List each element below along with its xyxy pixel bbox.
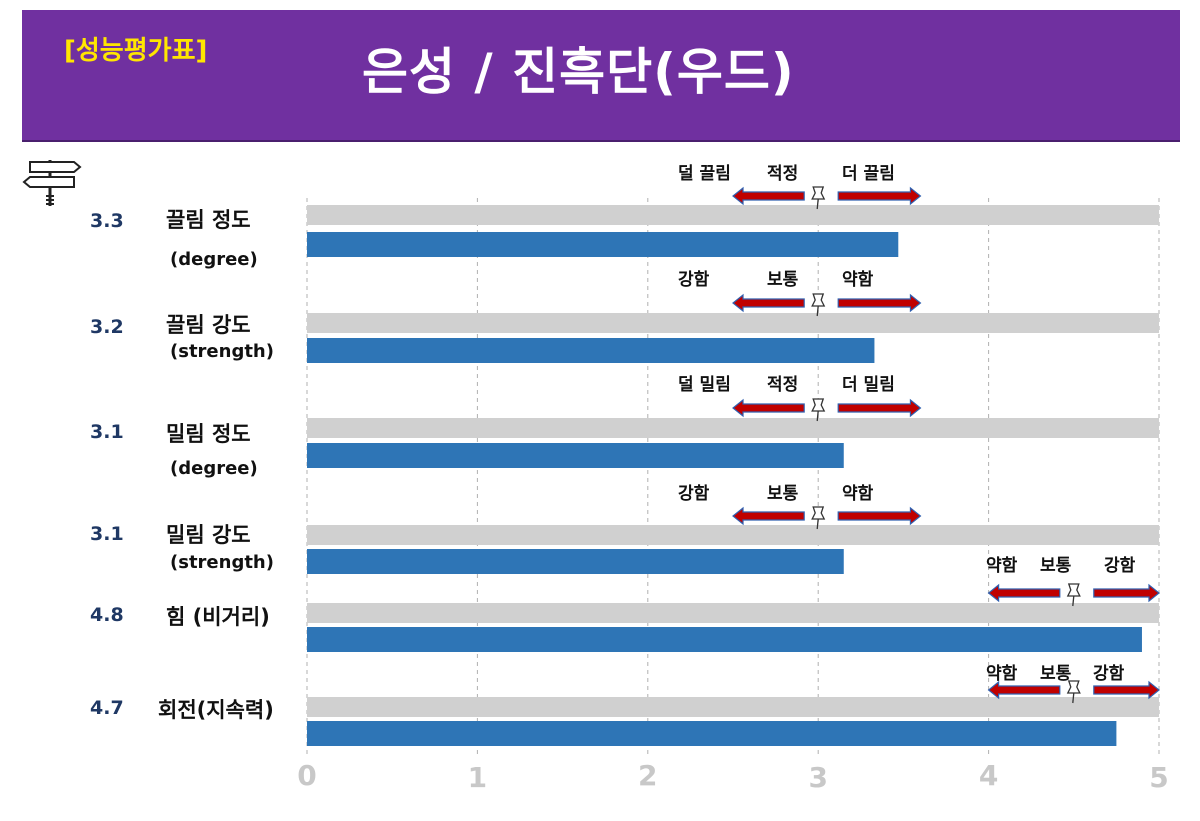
scale-arrow-right — [837, 186, 922, 206]
category-sublabel: (degree) — [170, 458, 258, 479]
value-bar — [307, 549, 844, 574]
scale-arrow-right — [1093, 680, 1160, 700]
pushpin-icon — [811, 293, 826, 317]
scale-arrow-left — [732, 293, 805, 313]
category-label: 끌림 정도 — [166, 208, 251, 232]
bar-track — [307, 205, 1159, 225]
scale-arrow-left — [987, 583, 1061, 603]
scale-mid-label: 보통 — [1040, 556, 1072, 576]
scale-left-label: 강함 — [678, 484, 710, 504]
scale-left-label: 덜 끌림 — [678, 164, 731, 184]
scale-mid-label: 적정 — [767, 164, 799, 184]
category-label: 밀림 강도 — [166, 523, 251, 547]
signpost-icon — [22, 160, 82, 206]
category-score: 3.3 — [90, 210, 124, 232]
evaluation-badge: [성능평가표] — [64, 36, 208, 66]
scale-left-label: 약함 — [986, 556, 1018, 576]
category-score: 4.8 — [90, 604, 124, 626]
category-sublabel: (degree) — [170, 249, 258, 270]
scale-arrow-right — [837, 506, 922, 526]
category-score: 3.1 — [90, 421, 124, 443]
scale-right-label: 더 밀림 — [842, 375, 895, 395]
category-label: 끌림 강도 — [166, 313, 251, 337]
x-tick-label: 1 — [468, 761, 487, 794]
scale-right-label: 강함 — [1104, 556, 1136, 576]
scale-right-label: 강함 — [1093, 664, 1125, 684]
x-tick-label: 3 — [808, 761, 827, 794]
x-tick-label: 2 — [638, 759, 657, 792]
value-bar — [307, 338, 875, 363]
scale-right-label: 약함 — [842, 270, 874, 290]
scale-mid-label: 보통 — [767, 270, 799, 290]
scale-left-label: 약함 — [986, 664, 1018, 684]
bar-track — [307, 697, 1159, 717]
category-score: 3.2 — [90, 316, 124, 338]
scale-right-label: 더 끌림 — [842, 164, 895, 184]
category-label: 힘 (비거리) — [166, 605, 270, 629]
pushpin-icon — [1066, 680, 1081, 704]
scale-arrow-right — [837, 398, 922, 418]
category-label: 회전(지속력) — [158, 698, 274, 722]
value-bar — [307, 721, 1117, 746]
category-sublabel: (strength) — [170, 552, 274, 573]
x-tick-label: 5 — [1149, 761, 1168, 794]
value-bar — [307, 627, 1142, 652]
value-bar — [307, 232, 899, 257]
header-banner: [성능평가표] 은성 / 진흑단(우드) — [22, 10, 1180, 142]
value-bar — [307, 443, 844, 468]
scale-arrow-right — [837, 293, 922, 313]
bar-track — [307, 313, 1159, 333]
bar-track — [307, 603, 1159, 623]
scale-mid-label: 보통 — [1040, 664, 1072, 684]
scale-arrow-left — [732, 506, 805, 526]
scale-arrow-left — [732, 186, 805, 206]
pushpin-icon — [811, 506, 826, 530]
scale-arrow-right — [1093, 583, 1160, 603]
pushpin-icon — [811, 186, 826, 210]
scale-mid-label: 보통 — [767, 484, 799, 504]
scale-arrow-left — [732, 398, 805, 418]
scale-left-label: 강함 — [678, 270, 710, 290]
scale-right-label: 약함 — [842, 484, 874, 504]
category-score: 3.1 — [90, 523, 124, 545]
x-tick-label: 0 — [297, 759, 316, 792]
category-label: 밀림 정도 — [166, 422, 251, 446]
scale-mid-label: 적정 — [767, 375, 799, 395]
pushpin-icon — [811, 398, 826, 422]
scale-left-label: 덜 밀림 — [678, 375, 731, 395]
pushpin-icon — [1066, 583, 1081, 607]
category-score: 4.7 — [90, 697, 124, 719]
bar-track — [307, 418, 1159, 438]
x-tick-label: 4 — [979, 759, 998, 792]
category-sublabel: (strength) — [170, 341, 274, 362]
scale-arrow-left — [987, 680, 1061, 700]
bar-track — [307, 525, 1159, 545]
page-title: 은성 / 진흑단(우드) — [362, 43, 795, 101]
